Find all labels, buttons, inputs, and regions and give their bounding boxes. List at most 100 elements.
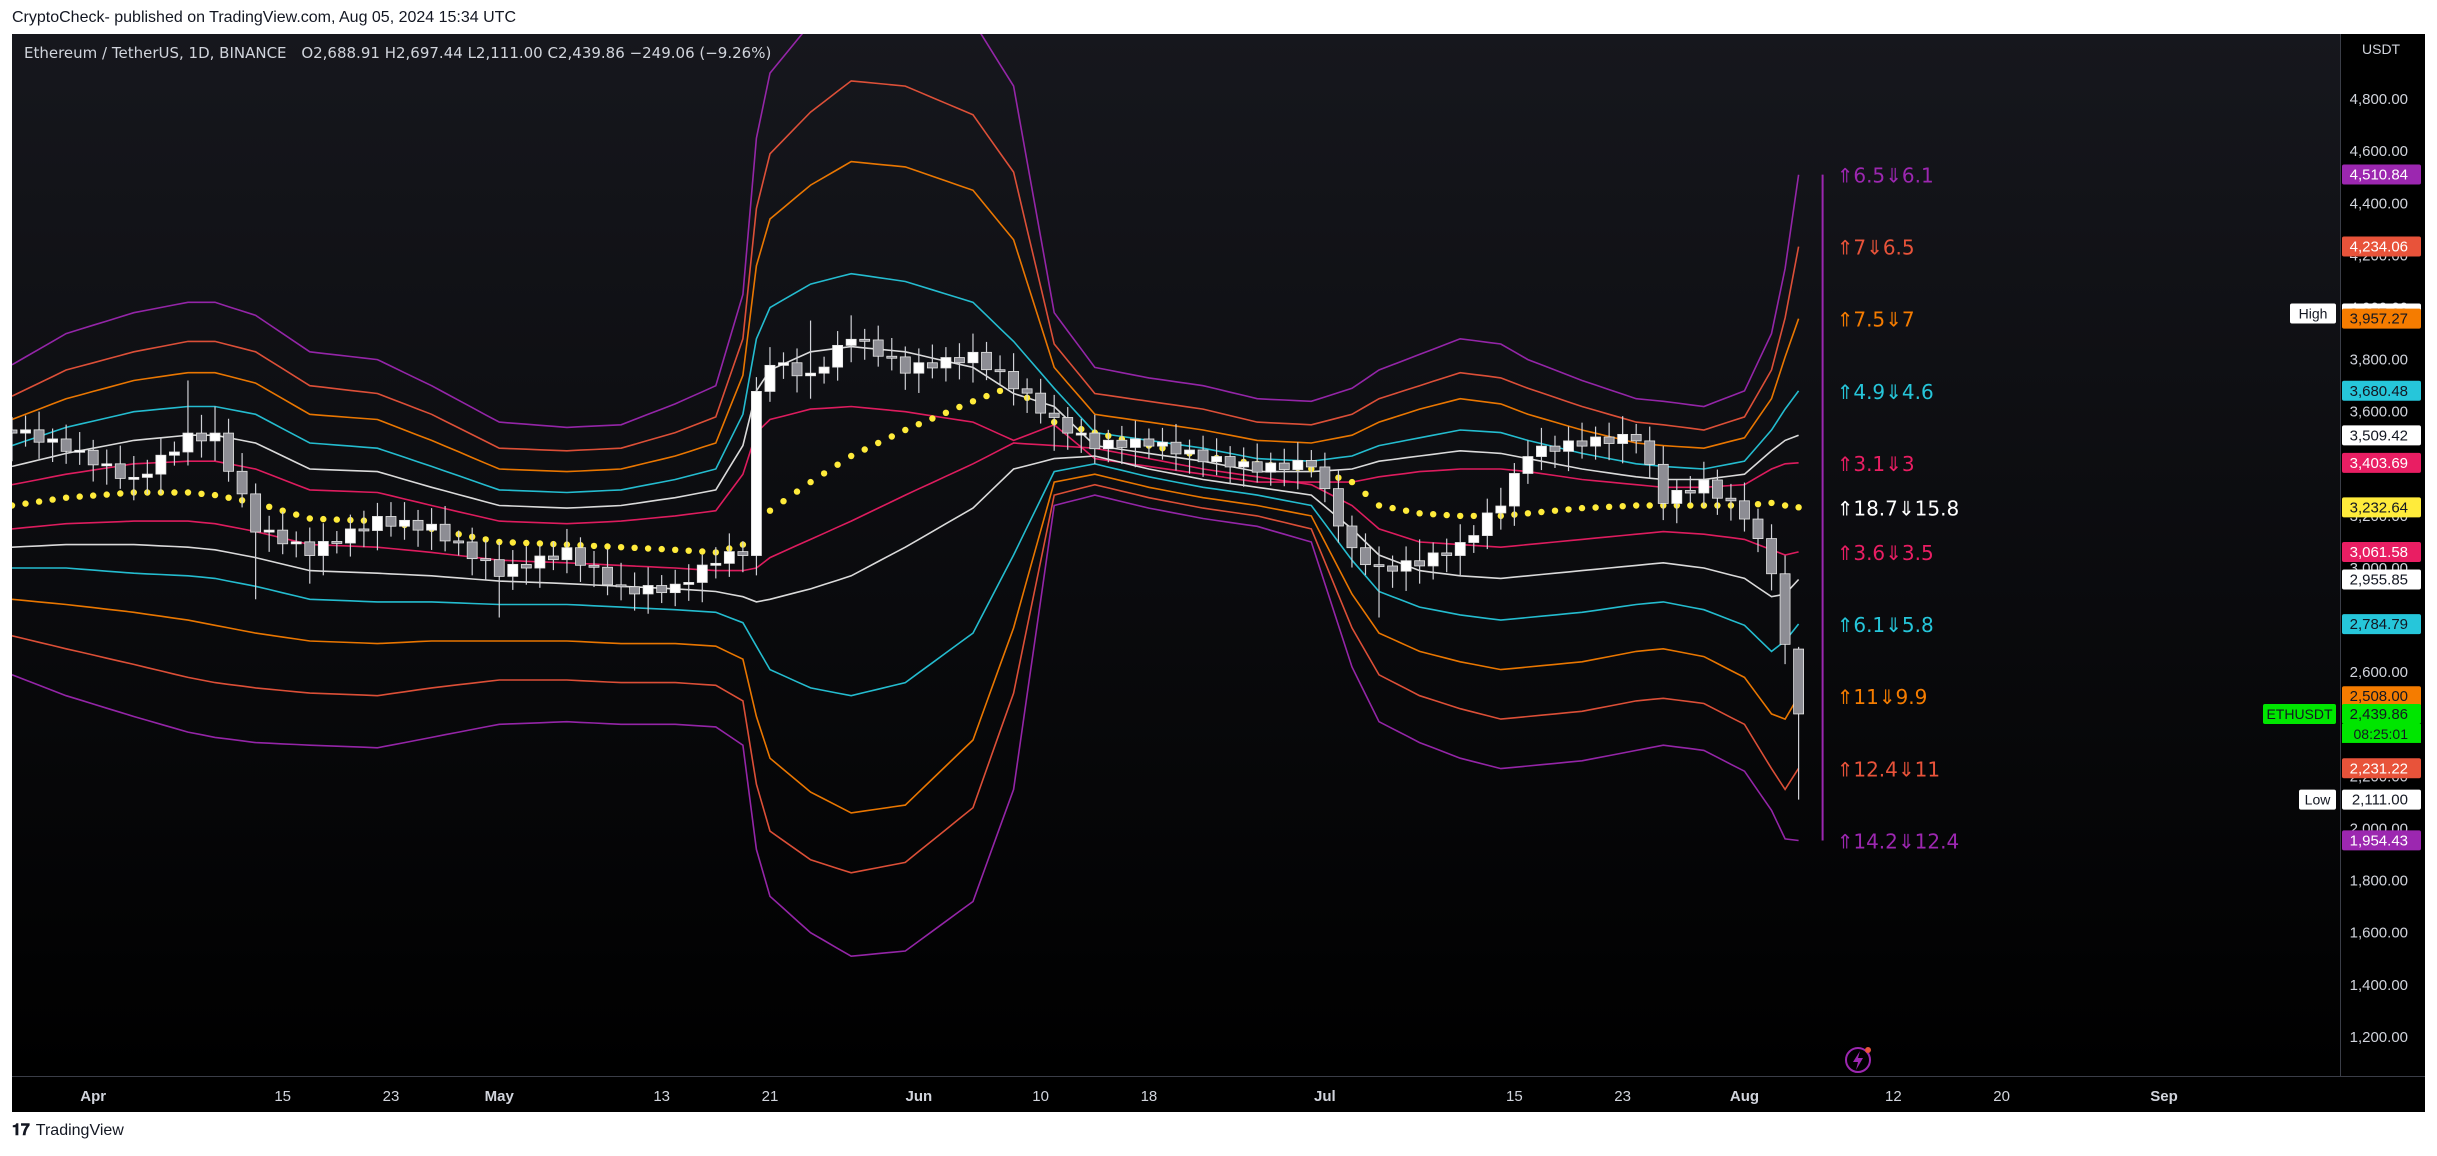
trend-dot [225,494,232,501]
candle-body [669,583,681,594]
trend-dot [1551,507,1559,514]
candle-body [520,563,532,569]
x-tick-label: 15 [1506,1088,1523,1105]
trend-dot [1619,503,1626,510]
price-tag-side-label: Low [2305,792,2332,808]
candle-body [128,476,140,480]
trend-dot [969,398,977,405]
candle-body [1170,441,1182,455]
candle-body [466,541,478,560]
price-tag-side-box [2299,789,2336,810]
y-tick-label: 3,600.00 [2350,404,2408,421]
candle-body [12,429,18,434]
band-line-orange-upper [12,160,1800,473]
trend-dot [956,403,963,411]
price-tag-value: 4,234.06 [2350,239,2408,256]
trend-dot [482,536,489,543]
price-tag-box [2342,789,2421,810]
x-tick-label: 15 [274,1088,291,1105]
trend-dot [1375,502,1383,509]
price-tag-box [2342,497,2421,518]
trend-dot [1754,501,1762,508]
x-tick-label: Sep [2150,1088,2178,1105]
candle-body [331,541,343,544]
candle-body [1414,560,1426,567]
candle-body [1116,439,1128,448]
band-line-cyan-lower [12,462,1800,697]
price-tag-value: 2,784.79 [2350,616,2408,633]
y-tick-label: 1,600.00 [2350,925,2408,942]
price-tag-side-label: High [2299,306,2328,322]
candle-body [290,541,302,545]
right-band-label: ⇑3.6⇓3.5 [1837,541,1934,565]
trend-dot [888,433,895,440]
chart-legend: Ethereum / TetherUS, 1D, BINANCE O2,688.… [24,44,771,62]
trend-dot [996,387,1004,395]
candle-body [1387,565,1398,572]
candle-body [277,529,289,545]
candle-body [209,432,221,442]
trend-dot [62,494,70,501]
candle-body [561,547,573,561]
candle-body [1008,371,1019,390]
candle-body [1495,505,1507,514]
right-band-label: ⇑7⇓6.5 [1837,236,1915,260]
candle-body [1333,488,1344,527]
replay-icon-bolt [1853,1051,1863,1070]
chart-plot[interactable]: ⇑6.5⇓6.1 ⇑7⇓6.5 ⇑7.5⇓7 ⇑4.9⇓4.6 ⇑3.1⇓3 ⇑18.7⇓… [12,34,2425,1112]
candle-body [60,438,72,452]
price-tag-box [2342,830,2421,851]
y-tick-label: 2,600.00 [2350,664,2408,681]
candle-body [1251,461,1263,473]
candle-body [547,555,559,561]
candle-body [751,391,762,556]
trend-dot [983,392,990,400]
candle-body [250,493,262,533]
candle-body [899,356,911,374]
candle-body [1129,438,1141,448]
ohlc-close: C2,439.86 [547,44,625,62]
symbol-label[interactable]: Ethereum / TetherUS, 1D, BINANCE [24,44,287,62]
right-band-label: ⇑6.5⇓6.1 [1837,164,1934,188]
candle-body [1048,412,1060,418]
price-tag-value: 4,510.84 [2350,166,2408,183]
candle-body [1075,432,1087,436]
trend-dot [902,426,909,434]
candle-body [223,432,234,472]
right-band-label: ⇑11⇓9.9 [1837,685,1928,709]
candle-body [155,454,167,475]
candle-body [1062,417,1074,434]
candle-body [1319,466,1331,490]
candle-body [710,562,722,566]
trend-dot [1524,510,1532,517]
trend-dot [644,545,652,552]
price-tag-value: 3,061.58 [2350,544,2408,561]
replay-icon-dot [1865,1047,1871,1053]
price-tag-box [2342,541,2421,562]
candle-body [304,541,316,556]
x-tick-label: 20 [1993,1088,2010,1105]
trend-dot [1443,511,1450,519]
candle-body [1793,648,1805,715]
trend-dot [306,515,313,522]
price-tag-countdown: 08:25:01 [2354,726,2409,742]
right-band-label: ⇑3.1⇓3 [1837,452,1915,476]
x-tick-label: Aug [1730,1088,1759,1105]
candle-body [74,449,86,453]
band-line-orange-lower [12,473,1800,814]
candle-body [642,585,654,595]
right-band-label: ⇑12.4⇓11 [1837,757,1941,781]
trend-dot [1538,508,1545,516]
trend-dot [1430,511,1437,518]
price-tag-box [2342,308,2421,329]
tradingview-logo[interactable]: 𝟏𝟕 TradingView [12,1122,124,1140]
tradingview-logo-text: TradingView [35,1122,124,1139]
published-text: CryptoCheck- published on TradingView.co… [12,9,516,26]
candle-body [845,338,857,346]
trend-dot [1565,506,1572,513]
candle-body [818,366,830,374]
candle-body [1373,564,1385,568]
trend-dot [211,491,219,499]
candle-body [1576,440,1588,447]
trend-dot [35,498,43,505]
